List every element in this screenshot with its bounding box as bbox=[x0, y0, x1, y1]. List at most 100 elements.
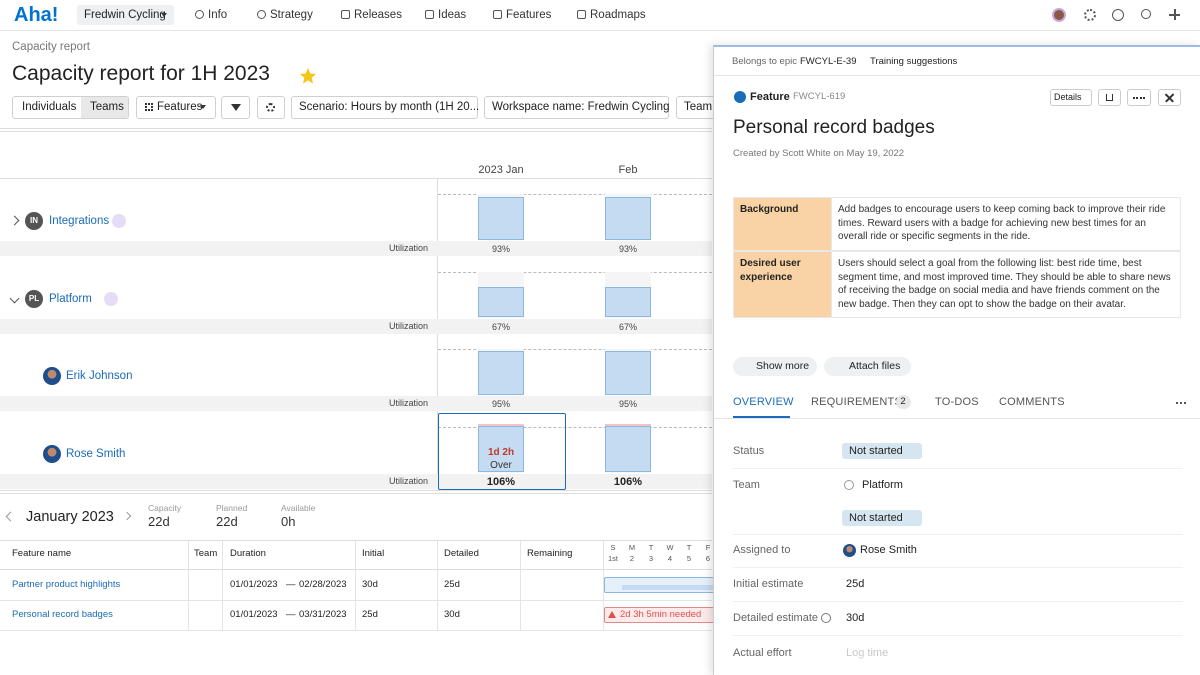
detailed-estimate: 30d bbox=[444, 609, 460, 620]
row-line bbox=[0, 630, 712, 631]
share-button[interactable] bbox=[1098, 89, 1121, 106]
field-label: Assigned to bbox=[733, 544, 791, 556]
nav-icon bbox=[425, 10, 434, 19]
tabs-divider bbox=[714, 418, 1200, 419]
user-avatar[interactable] bbox=[1052, 8, 1066, 22]
tab-more[interactable] bbox=[1176, 402, 1186, 404]
user-name[interactable]: Erik Johnson bbox=[66, 370, 133, 382]
tab-label[interactable]: TO-DOS bbox=[935, 396, 979, 408]
stat-value: 22d bbox=[148, 514, 170, 529]
nav-item[interactable]: Info bbox=[208, 9, 228, 21]
capacity-line bbox=[438, 426, 712, 428]
caret bbox=[161, 13, 167, 17]
day-date: 1st bbox=[607, 554, 619, 563]
utilization-bar bbox=[478, 423, 524, 473]
bar-part bbox=[605, 351, 651, 395]
epic-id[interactable]: FWCYL-E-39 bbox=[800, 56, 857, 67]
tab-label[interactable]: REQUIREMENTS bbox=[811, 396, 903, 408]
tab-label[interactable]: OVERVIEW bbox=[733, 396, 794, 408]
view-tab[interactable]: Individuals bbox=[22, 101, 77, 113]
nav-item[interactable]: Features bbox=[506, 9, 552, 21]
next-arrow[interactable] bbox=[122, 511, 132, 521]
day-weekday: M bbox=[628, 543, 636, 552]
field-value: 25d bbox=[846, 578, 865, 590]
team-name[interactable]: Platform bbox=[49, 292, 92, 305]
utilization-strip bbox=[0, 473, 712, 489]
settings-icon[interactable] bbox=[1084, 9, 1096, 21]
search-icon[interactable] bbox=[1141, 9, 1151, 19]
logo: Aha! bbox=[14, 4, 59, 26]
action-button[interactable] bbox=[733, 357, 817, 376]
table-head-line bbox=[0, 569, 712, 570]
nav-item[interactable]: Ideas bbox=[438, 9, 467, 21]
more-button[interactable] bbox=[1127, 89, 1151, 106]
team-avatar bbox=[25, 212, 43, 230]
team-badge bbox=[104, 291, 118, 306]
utilization-label: 67% bbox=[618, 321, 638, 332]
filter-chip[interactable] bbox=[291, 96, 478, 119]
tab-count: 2 bbox=[900, 396, 906, 407]
workspace-dropdown[interactable] bbox=[77, 5, 174, 25]
utilization-strip bbox=[0, 396, 712, 411]
user-name[interactable]: Rose Smith bbox=[66, 447, 126, 460]
warning-icon bbox=[608, 611, 616, 618]
close-button[interactable] bbox=[1158, 89, 1181, 106]
feature-icon bbox=[734, 91, 746, 103]
row-line bbox=[0, 600, 712, 601]
column-separator bbox=[437, 541, 438, 630]
utilization-label: 93% bbox=[491, 244, 511, 254]
nav-icon bbox=[195, 10, 204, 19]
breadcrumb: Capacity report bbox=[12, 41, 90, 53]
feature-link[interactable]: Partner product highlights bbox=[12, 579, 121, 590]
field-label: Team bbox=[733, 479, 760, 491]
filter-button[interactable] bbox=[221, 96, 250, 119]
settings-button[interactable] bbox=[257, 96, 285, 119]
nav-item[interactable]: Strategy bbox=[270, 9, 313, 21]
header-line bbox=[0, 178, 712, 179]
details-button[interactable] bbox=[1050, 89, 1092, 106]
action-label: Show more bbox=[756, 360, 810, 372]
toolbar-divider bbox=[0, 128, 712, 132]
column-separator bbox=[222, 541, 223, 630]
custom-field-label-cell bbox=[733, 251, 832, 318]
stat-label: Available bbox=[281, 503, 316, 513]
filter-chip[interactable] bbox=[484, 96, 669, 119]
share-icon bbox=[1106, 94, 1113, 101]
nav-item[interactable]: Roadmaps bbox=[590, 9, 646, 21]
prev-arrow[interactable] bbox=[5, 511, 16, 522]
field-value[interactable]: Log time bbox=[846, 647, 889, 659]
status-pill[interactable] bbox=[842, 443, 922, 459]
field-divider bbox=[733, 567, 1183, 568]
team-name[interactable]: Integrations bbox=[49, 215, 110, 227]
page-title: Capacity report for 1H 2023 bbox=[12, 62, 270, 85]
epic-name[interactable]: Training suggestions bbox=[870, 56, 958, 67]
day-date: 2 bbox=[629, 554, 635, 563]
start-date: 01/01/2023 bbox=[230, 609, 278, 620]
end-date: 02/28/2023 bbox=[299, 579, 347, 590]
action-button[interactable] bbox=[824, 357, 911, 376]
day-date: 4 bbox=[667, 554, 673, 563]
bar-part bbox=[478, 426, 524, 473]
tab-label[interactable]: COMMENTS bbox=[999, 396, 1065, 408]
metric-label: Utilization bbox=[388, 243, 428, 253]
selected-cell[interactable] bbox=[438, 412, 566, 490]
favorite-star[interactable] bbox=[299, 67, 317, 85]
field-label: Actual effort bbox=[733, 647, 792, 659]
end-date: 03/31/2023 bbox=[299, 609, 347, 620]
nav-item[interactable]: Releases bbox=[354, 9, 402, 21]
record-title: Personal record badges bbox=[733, 117, 935, 138]
month-header: 2023 Jan bbox=[478, 164, 524, 176]
feature-link[interactable]: Personal record badges bbox=[12, 609, 113, 620]
team-avatar bbox=[25, 289, 43, 308]
start-date: 01/01/2023 bbox=[230, 579, 278, 590]
custom-field-label: Desired user experience bbox=[740, 258, 801, 283]
bar-over-part bbox=[605, 423, 651, 427]
help-icon[interactable] bbox=[1112, 9, 1124, 21]
caret bbox=[200, 105, 206, 109]
custom-field-text-cell bbox=[831, 251, 1181, 318]
bar-over-part bbox=[478, 423, 524, 427]
view-tab[interactable]: Teams bbox=[90, 101, 124, 113]
status-pill[interactable] bbox=[842, 510, 922, 526]
features-button[interactable] bbox=[136, 96, 216, 119]
